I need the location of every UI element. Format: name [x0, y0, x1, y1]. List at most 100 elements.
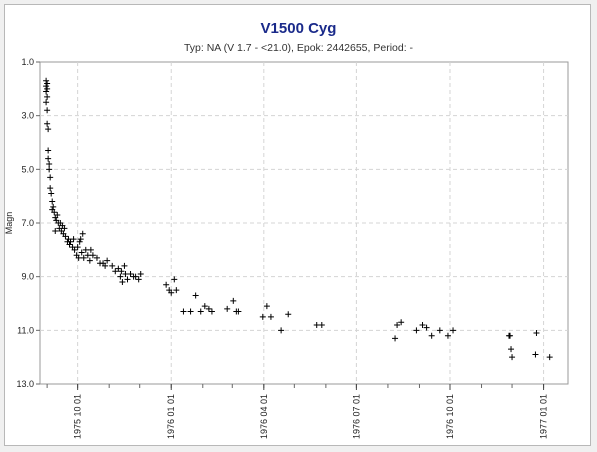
y-tick-label: 3.0: [21, 111, 34, 121]
data-point: [419, 321, 426, 328]
data-point: [43, 88, 50, 95]
data-point: [509, 354, 516, 361]
data-point: [428, 332, 435, 339]
data-point: [66, 241, 73, 248]
data-point: [180, 308, 187, 315]
data-point: [135, 276, 142, 283]
data-point: [44, 93, 51, 100]
data-point: [132, 273, 139, 280]
data-point: [74, 244, 81, 251]
data-point: [52, 228, 59, 235]
data-point: [115, 265, 122, 272]
data-point: [532, 351, 539, 358]
data-point: [127, 270, 134, 277]
data-point: [112, 268, 119, 275]
data-point: [137, 270, 144, 277]
data-point: [413, 327, 420, 334]
data-point: [50, 203, 57, 210]
data-point: [84, 252, 91, 259]
y-tick-label: 7.0: [21, 218, 34, 228]
data-point: [259, 313, 266, 320]
data-point: [230, 297, 237, 304]
data-point: [208, 308, 215, 315]
data-point: [54, 211, 61, 218]
data-point: [121, 262, 128, 269]
y-tick-label: 5.0: [21, 164, 34, 174]
data-point: [46, 160, 53, 167]
chart-subtitle: Typ: NA (V 1.7 - <21.0), Epok: 2442655, …: [183, 42, 414, 54]
data-point: [187, 308, 194, 315]
data-point: [109, 262, 116, 269]
data-point: [44, 120, 51, 127]
data-point: [43, 83, 50, 90]
data-point: [93, 254, 100, 261]
data-point: [507, 332, 514, 339]
data-point: [87, 246, 94, 253]
data-point: [77, 236, 84, 243]
data-point: [508, 346, 515, 353]
data-point: [47, 174, 54, 181]
data-point: [192, 292, 199, 299]
data-point: [197, 308, 204, 315]
data-point: [124, 276, 131, 283]
data-point: [70, 236, 77, 243]
data-point: [118, 268, 125, 275]
y-axis-label: Magn: [4, 212, 14, 235]
data-point: [450, 327, 457, 334]
data-point: [75, 254, 82, 261]
data-point: [163, 281, 170, 288]
data-point: [76, 238, 83, 245]
data-point: [235, 308, 242, 315]
data-point: [45, 126, 52, 133]
data-point: [89, 252, 96, 259]
data-point: [62, 233, 69, 240]
data-point: [44, 80, 51, 87]
y-tick-label: 9.0: [21, 272, 34, 282]
data-point: [78, 249, 85, 256]
data-point: [285, 311, 292, 318]
data-point: [533, 330, 540, 337]
data-point: [171, 276, 178, 283]
x-tick-label: 1977 01 01: [539, 394, 549, 439]
data-point: [398, 319, 405, 326]
y-tick-label: 13.0: [16, 379, 34, 389]
data-point: [267, 313, 274, 320]
data-point: [44, 107, 51, 114]
data-point: [43, 77, 50, 84]
data-point: [86, 257, 93, 264]
data-point: [49, 198, 56, 205]
data-point: [205, 305, 212, 312]
x-tick-label: 1976 07 01: [351, 394, 361, 439]
data-point: [67, 238, 74, 245]
data-point: [394, 321, 401, 328]
data-point: [444, 332, 451, 339]
data-point: [173, 287, 180, 294]
data-point: [51, 209, 58, 216]
data-point: [392, 335, 399, 342]
data-point: [119, 279, 126, 286]
data-point: [46, 166, 53, 173]
x-tick-label: 1976 04 01: [259, 394, 269, 439]
data-point: [79, 230, 86, 237]
data-point: [102, 262, 109, 269]
data-point: [168, 289, 175, 296]
data-point: [122, 270, 129, 277]
data-point: [117, 273, 124, 280]
data-point: [44, 85, 51, 92]
data-point: [45, 155, 52, 162]
data-point: [61, 225, 68, 232]
data-point: [71, 246, 78, 253]
data-point: [201, 303, 208, 310]
data-point: [436, 327, 443, 334]
data-point: [48, 190, 55, 197]
data-point: [45, 147, 52, 154]
data-point: [82, 246, 89, 253]
data-point: [423, 324, 430, 331]
data-point: [318, 321, 325, 328]
x-tick-label: 1976 10 01: [445, 394, 455, 439]
data-point: [278, 327, 285, 334]
data-point: [313, 321, 320, 328]
data-point: [263, 303, 270, 310]
y-tick-label: 11.0: [17, 325, 34, 335]
x-tick-label: 1976 01 01: [166, 394, 176, 439]
